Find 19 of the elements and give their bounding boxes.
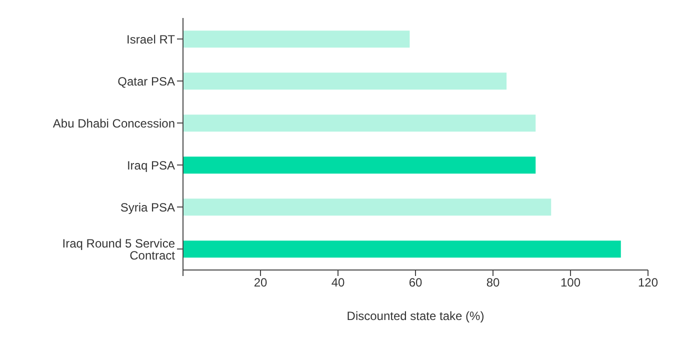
y-tick-label: Qatar PSA <box>118 74 175 88</box>
bar <box>183 156 536 174</box>
x-tick-label: 80 <box>486 276 500 290</box>
bar <box>183 72 507 90</box>
x-tick-label: 100 <box>560 276 581 290</box>
x-tick-label: 40 <box>331 276 345 290</box>
y-tick-label: Abu Dhabi Concession <box>52 116 175 130</box>
y-tick-label: Syria PSA <box>120 200 175 214</box>
x-tick-label: 60 <box>408 276 422 290</box>
y-tick-label: Israel RT <box>126 32 176 46</box>
y-tick-label: Iraq PSA <box>126 158 175 172</box>
bar <box>183 30 410 48</box>
x-tick-label: 20 <box>254 276 268 290</box>
bar <box>183 240 621 258</box>
bar <box>183 114 536 132</box>
x-axis-title: Discounted state take (%) <box>346 309 484 323</box>
y-tick-label: Iraq Round 5 Service Contract <box>62 236 176 262</box>
x-tick-label: 120 <box>638 276 658 290</box>
bar <box>183 198 552 216</box>
